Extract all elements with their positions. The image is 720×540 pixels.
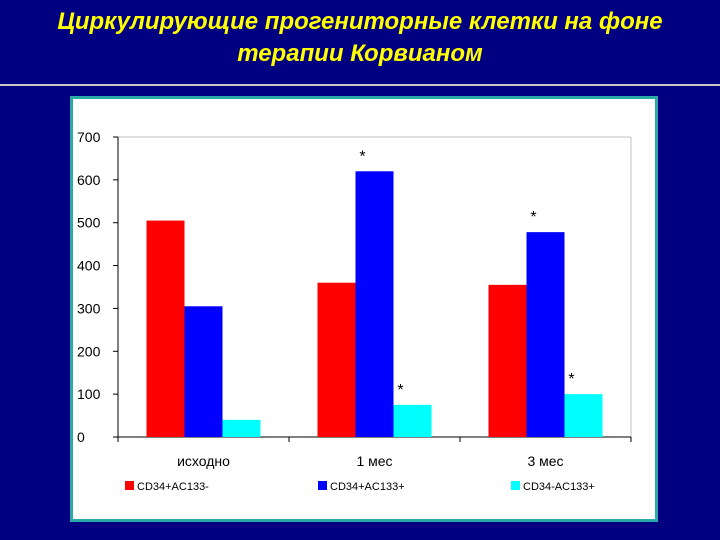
- y-tick-label: 200: [77, 343, 101, 359]
- y-tick-label: 600: [77, 172, 101, 188]
- x-category-label: 1 мес: [356, 453, 392, 469]
- legend-swatch: [318, 481, 327, 490]
- y-tick-label: 400: [77, 258, 101, 274]
- legend-label: CD34+AC133+: [330, 481, 405, 493]
- legend-label: CD34-AC133+: [523, 481, 595, 493]
- legend-swatch: [511, 481, 520, 490]
- significance-marker: *: [359, 148, 365, 165]
- chart-panel: 0 100 200 300 400 500 600 700 исходно 1 мес 3 мес *…: [70, 96, 658, 522]
- x-category-label: исходно: [177, 453, 230, 469]
- slide-title: Циркулирующие прогениторные клетки на фо…: [0, 6, 720, 70]
- bar-chart: 0 100 200 300 400 500 600 700 исходно 1 мес 3 мес *…: [77, 129, 632, 493]
- bar-1-2: [317, 282, 356, 437]
- bar-2-3: [526, 232, 565, 437]
- bar-2-2: [355, 171, 394, 437]
- significance-marker: *: [568, 371, 574, 388]
- bar-3-1: [222, 419, 261, 437]
- slide-title-line-2: терапии Корвианом: [237, 40, 483, 67]
- significance-marker: *: [397, 382, 403, 399]
- bar-1-3: [488, 284, 527, 437]
- title-divider: [0, 84, 720, 86]
- x-category-label: 3 мес: [527, 453, 563, 469]
- y-tick-label: 300: [77, 300, 101, 316]
- y-tick-label: 0: [77, 429, 85, 445]
- bar-3-2: [393, 404, 432, 437]
- slide-title-line-1: Циркулирующие прогениторные клетки на фо…: [57, 8, 663, 35]
- y-tick-label: 700: [77, 129, 101, 145]
- significance-marker: *: [530, 209, 536, 226]
- bar-3-3: [564, 394, 603, 437]
- legend-swatch: [125, 481, 134, 490]
- legend-label: CD34+AC133-: [137, 481, 209, 493]
- y-tick-label: 500: [77, 215, 101, 231]
- bar-1-1: [146, 220, 185, 437]
- bar-2-1: [184, 306, 223, 437]
- y-tick-label: 100: [77, 386, 101, 402]
